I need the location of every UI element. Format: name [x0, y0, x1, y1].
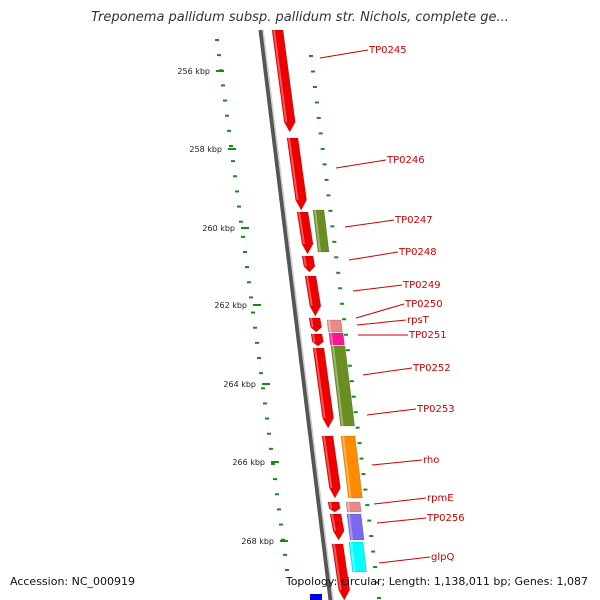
gene-arrow-tp0249[interactable]: [301, 255, 316, 273]
label-leader-line: [378, 556, 431, 564]
label-leader-line: [344, 219, 395, 228]
gene-arrow-tp0250[interactable]: [308, 317, 323, 333]
scale-tick-label: 264 kbp: [223, 380, 256, 389]
scale-tick-label: 258 kbp: [189, 145, 222, 154]
gene-arrow-rho[interactable]: [340, 435, 363, 499]
gene-label-tp0251[interactable]: TP0251: [408, 330, 447, 341]
scale-tick-label: 266 kbp: [232, 458, 265, 467]
gene-arrow-tp0253[interactable]: [329, 513, 345, 541]
label-leader-line: [319, 49, 369, 59]
backbone-line: [258, 29, 334, 600]
gene-label-tp0249[interactable]: TP0249: [402, 280, 441, 291]
genome-summary-text: Topology: circular; Length: 1,138,011 bp…: [285, 575, 588, 588]
gene-label-tp0248[interactable]: TP0248: [398, 247, 437, 258]
gene-label-tp0247[interactable]: TP0247: [394, 215, 433, 226]
gene-label-rho[interactable]: rho: [423, 455, 439, 466]
label-leader-line: [373, 497, 427, 505]
label-leader-line: [356, 319, 407, 326]
gene-label-tp0256[interactable]: TP0256: [426, 513, 465, 524]
label-leader-line: [352, 284, 403, 292]
gene-label-tp0245[interactable]: TP0245: [368, 45, 407, 56]
scale-tick-label: 256 kbp: [177, 67, 210, 76]
scale-tick-label: 260 kbp: [202, 224, 235, 233]
gene-arrow-tp0253[interactable]: [312, 347, 334, 429]
gene-arrow-tp0253[interactable]: [327, 501, 341, 513]
label-leader-line: [371, 459, 423, 466]
accession-text: Accession: NC_000919: [10, 575, 136, 588]
map-title: Treponema pallidum subsp. pallidum str. …: [91, 10, 509, 25]
gene-label-tp0253[interactable]: TP0253: [416, 404, 455, 415]
gene-arrow-rpme[interactable]: [345, 501, 362, 513]
gene-arrow-tp0251[interactable]: [328, 332, 345, 346]
gene-arrow-tp0247[interactable]: [312, 209, 330, 253]
scale-tick-label: 268 kbp: [241, 537, 274, 546]
gene-arrow-tp0252[interactable]: [330, 345, 355, 427]
gene-arrow-tp0253[interactable]: [321, 435, 341, 499]
gene-arrow-tp0248[interactable]: [296, 211, 314, 255]
label-leader-line: [362, 367, 413, 376]
gene-label-tp0252[interactable]: TP0252: [412, 363, 451, 374]
gene-arrow-tp0250[interactable]: [310, 333, 324, 347]
gene-arrow-tp0245[interactable]: [271, 29, 296, 133]
gene-label-tp0250[interactable]: TP0250: [404, 299, 443, 310]
label-leader-line: [355, 303, 405, 319]
next-gene-fragment[interactable]: [310, 594, 322, 600]
gene-label-tp0246[interactable]: TP0246: [386, 155, 425, 166]
gene-arrow-tp0246[interactable]: [286, 137, 307, 211]
scale-tick-label: 262 kbp: [214, 301, 247, 310]
gene-arrow-rpst[interactable]: [326, 319, 343, 333]
label-leader-line: [348, 251, 399, 261]
gene-arrow-tp0256[interactable]: [346, 513, 365, 541]
gene-arrow-tp0253[interactable]: [331, 543, 351, 600]
label-leader-line: [376, 517, 427, 524]
gene-label-rpst[interactable]: rpsT: [407, 315, 430, 326]
gene-label-glpq[interactable]: glpQ: [431, 552, 454, 563]
label-leader-line: [366, 408, 417, 416]
gene-arrow-glpq[interactable]: [348, 541, 367, 573]
label-leader-line: [335, 159, 387, 169]
gene-label-rpme[interactable]: rpmE: [427, 493, 454, 504]
gene-arrow-tp0249[interactable]: [304, 275, 322, 317]
